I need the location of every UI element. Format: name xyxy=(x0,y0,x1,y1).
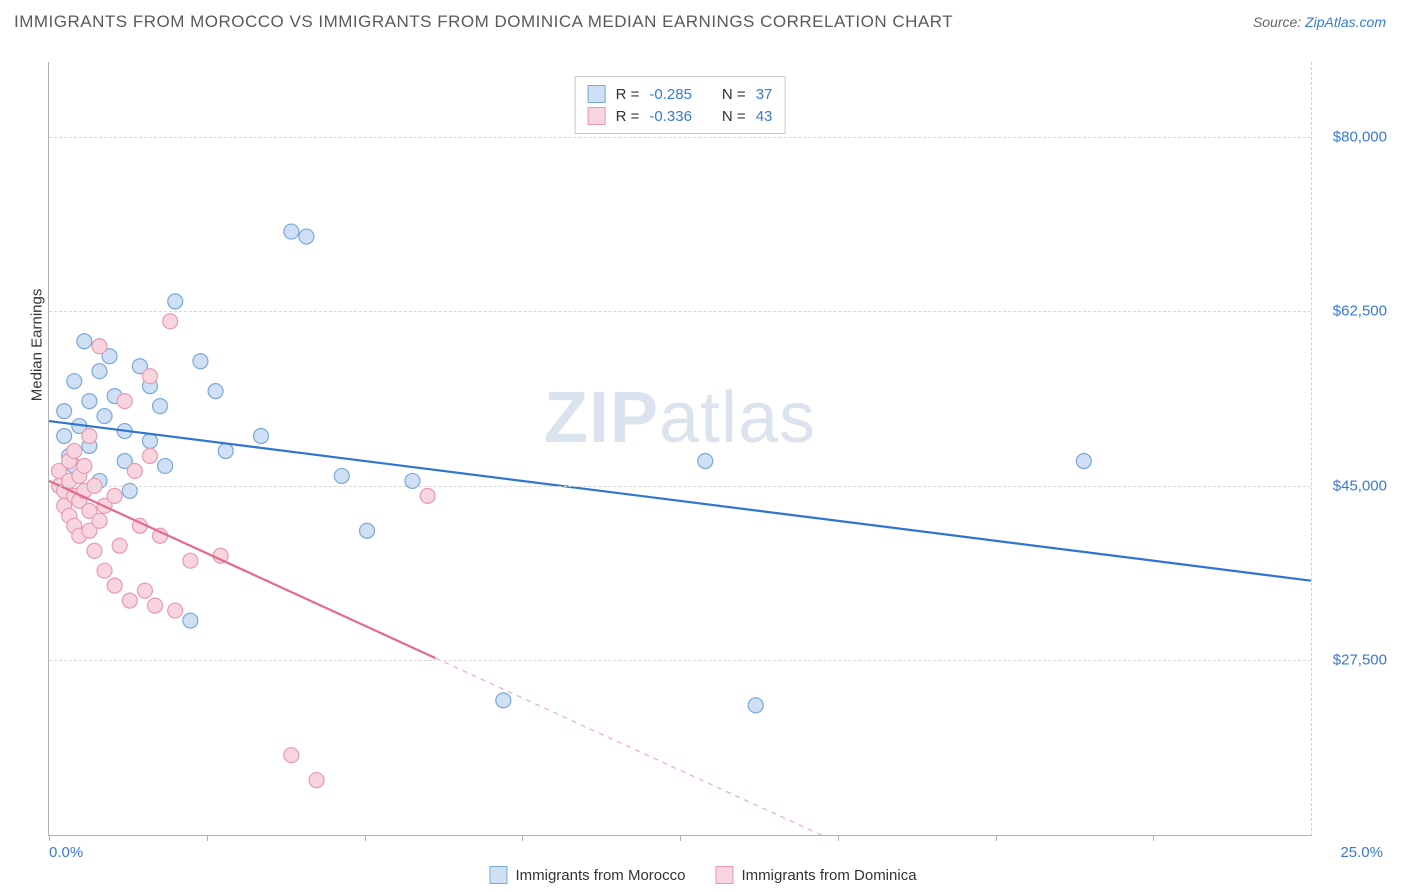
scatter-point xyxy=(142,448,157,463)
scatter-point xyxy=(67,374,82,389)
scatter-point xyxy=(142,369,157,384)
scatter-point xyxy=(208,384,223,399)
legend-series-label: Immigrants from Dominica xyxy=(742,867,917,884)
legend-stat-row: R = -0.285 N = 37 xyxy=(588,83,773,105)
scatter-plot-svg xyxy=(49,62,1311,835)
scatter-point xyxy=(183,613,198,628)
scatter-point xyxy=(77,334,92,349)
scatter-point xyxy=(92,513,107,528)
legend-swatch xyxy=(588,107,606,125)
x-axis-min-label: 0.0% xyxy=(49,844,83,861)
x-tick xyxy=(365,835,366,841)
scatter-point xyxy=(67,443,82,458)
x-tick xyxy=(49,835,50,841)
x-tick xyxy=(207,835,208,841)
source-label: Source: xyxy=(1253,14,1301,30)
r-label: R = xyxy=(616,108,640,125)
scatter-point xyxy=(137,583,152,598)
scatter-point xyxy=(92,364,107,379)
scatter-point xyxy=(698,453,713,468)
chart-title: IMMIGRANTS FROM MOROCCO VS IMMIGRANTS FR… xyxy=(14,12,953,32)
scatter-point xyxy=(284,748,299,763)
y-axis-label: Median Earnings xyxy=(29,288,46,401)
scatter-point xyxy=(57,404,72,419)
legend-swatch xyxy=(489,866,507,884)
scatter-point xyxy=(142,434,157,449)
n-value: 37 xyxy=(756,86,773,103)
chart-container: Median Earnings ZIPatlas R =-0.285N =37R… xyxy=(14,48,1392,856)
scatter-point xyxy=(92,339,107,354)
plot-area: Median Earnings ZIPatlas R =-0.285N =37R… xyxy=(48,62,1312,836)
scatter-point xyxy=(218,443,233,458)
scatter-point xyxy=(112,538,127,553)
gridline xyxy=(49,311,1311,312)
scatter-point xyxy=(153,399,168,414)
x-axis-max-label: 25.0% xyxy=(1340,844,1383,861)
scatter-point xyxy=(360,523,375,538)
legend-series: Immigrants from Morocco Immigrants from D… xyxy=(489,866,916,884)
scatter-point xyxy=(122,593,137,608)
scatter-point xyxy=(107,578,122,593)
scatter-point xyxy=(193,354,208,369)
scatter-point xyxy=(334,468,349,483)
trend-line xyxy=(49,421,1311,581)
scatter-point xyxy=(97,563,112,578)
y-tick-label: $62,500 xyxy=(1317,303,1387,320)
scatter-point xyxy=(77,458,92,473)
scatter-point xyxy=(117,394,132,409)
x-tick xyxy=(996,835,997,841)
scatter-point xyxy=(57,429,72,444)
x-tick xyxy=(680,835,681,841)
scatter-point xyxy=(496,693,511,708)
r-value: -0.285 xyxy=(649,86,692,103)
scatter-point xyxy=(148,598,163,613)
x-tick xyxy=(522,835,523,841)
scatter-point xyxy=(748,698,763,713)
r-value: -0.336 xyxy=(649,108,692,125)
scatter-point xyxy=(420,488,435,503)
gridline xyxy=(49,137,1311,138)
x-tick xyxy=(838,835,839,841)
scatter-point xyxy=(82,429,97,444)
legend-stats-box: R = -0.285 N = 37 R = -0.336 N = 43 xyxy=(575,76,786,134)
scatter-point xyxy=(163,314,178,329)
scatter-point xyxy=(1076,453,1091,468)
scatter-point xyxy=(183,553,198,568)
legend-series-item: Immigrants from Dominica xyxy=(716,866,917,884)
gridline xyxy=(49,660,1311,661)
scatter-point xyxy=(168,603,183,618)
scatter-point xyxy=(107,488,122,503)
r-label: R = xyxy=(616,86,640,103)
scatter-point xyxy=(309,773,324,788)
scatter-point xyxy=(168,294,183,309)
scatter-point xyxy=(87,543,102,558)
legend-swatch xyxy=(588,85,606,103)
x-tick xyxy=(1153,835,1154,841)
legend-stat-row: R = -0.336 N = 43 xyxy=(588,105,773,127)
y-tick-label: $45,000 xyxy=(1317,477,1387,494)
source-attribution: Source: ZipAtlas.com xyxy=(1253,14,1386,30)
y-tick-label: $80,000 xyxy=(1317,128,1387,145)
scatter-point xyxy=(284,224,299,239)
scatter-point xyxy=(127,463,142,478)
n-value: 43 xyxy=(756,108,773,125)
n-label: N = xyxy=(722,108,746,125)
scatter-point xyxy=(254,429,269,444)
scatter-point xyxy=(82,394,97,409)
n-label: N = xyxy=(722,86,746,103)
legend-series-label: Immigrants from Morocco xyxy=(515,867,685,884)
trend-line-extrapolated xyxy=(435,658,821,835)
y-tick-label: $27,500 xyxy=(1317,652,1387,669)
gridline xyxy=(49,486,1311,487)
scatter-point xyxy=(158,458,173,473)
legend-series-item: Immigrants from Morocco xyxy=(489,866,685,884)
scatter-point xyxy=(299,229,314,244)
scatter-point xyxy=(97,409,112,424)
source-link[interactable]: ZipAtlas.com xyxy=(1305,14,1386,30)
legend-swatch xyxy=(716,866,734,884)
